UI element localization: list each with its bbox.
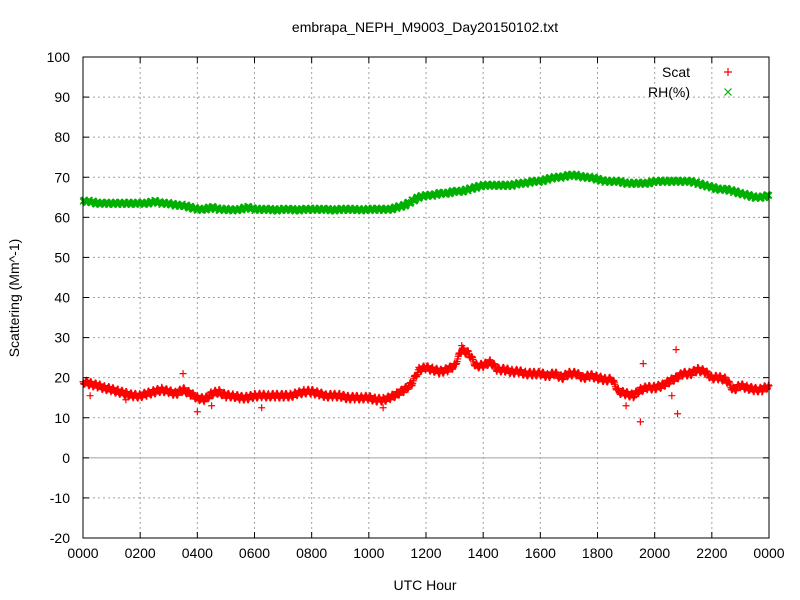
x-tick-label: 2200 [696,545,727,561]
y-tick-label: 10 [54,410,70,426]
scat-outlier [379,404,387,412]
scat-outlier [636,418,644,426]
y-tick-label: 80 [54,129,70,145]
y-tick-label: -10 [50,490,70,506]
scat-outlier [122,396,130,404]
scat-outlier [622,402,630,410]
scat-outlier [179,370,187,378]
y-tick-label: 70 [54,169,70,185]
y-tick-label: -20 [50,530,70,546]
x-tick-label: 0000 [753,545,784,561]
legend-label: Scat [662,64,690,80]
scat-outlier [258,404,266,412]
scat-outlier [86,392,94,400]
y-tick-labels: -20 -10 0 10 20 30 40 50 60 70 80 90 100 [47,49,71,546]
y-axis-label: Scattering (Mm^-1) [6,239,22,358]
scat-outlier [458,342,466,350]
y-tick-label: 0 [62,450,70,466]
scat-outlier [208,402,216,410]
y-tick-label: 50 [54,249,70,265]
x-tick-label: 1200 [410,545,441,561]
y-tick-label: 20 [54,370,70,386]
scat-outlier [451,360,459,368]
scat-outlier [639,360,647,368]
x-tick-label: 0000 [67,545,98,561]
scat-outlier [672,346,680,354]
y-tick-label: 100 [47,49,71,65]
x-tick-label: 1800 [582,545,613,561]
x-tick-label: 0200 [125,545,156,561]
x-tick-labels: 0000 0200 0400 0600 0800 1000 1200 1400 1600 1800… [67,545,784,561]
y-tick-label: 30 [54,330,70,346]
x-tick-label: 0400 [182,545,213,561]
y-tick-label: 90 [54,89,70,105]
x-tick-label: 1000 [353,545,384,561]
legend: Scat RH(%) [648,64,732,100]
x-tick-label: 0600 [239,545,270,561]
data-points [79,170,773,426]
x-tick-label: 1600 [525,545,556,561]
legend-label: RH(%) [648,84,690,100]
ticks [82,56,770,539]
x-axis-label: UTC Hour [393,577,456,593]
y-tick-label: 60 [54,209,70,225]
scat-outlier [193,408,201,416]
x-tick-label: 0800 [296,545,327,561]
chart-title: embrapa_NEPH_M9003_Day20150102.txt [292,19,558,35]
x-tick-label: 1400 [468,545,499,561]
legend-marker-x [724,88,732,96]
grid [83,57,769,538]
scat-outlier [674,410,682,418]
y-tick-label: 40 [54,290,70,306]
x-tick-label: 2000 [639,545,670,561]
legend-marker-plus [724,68,732,76]
scat-outlier [668,392,676,400]
